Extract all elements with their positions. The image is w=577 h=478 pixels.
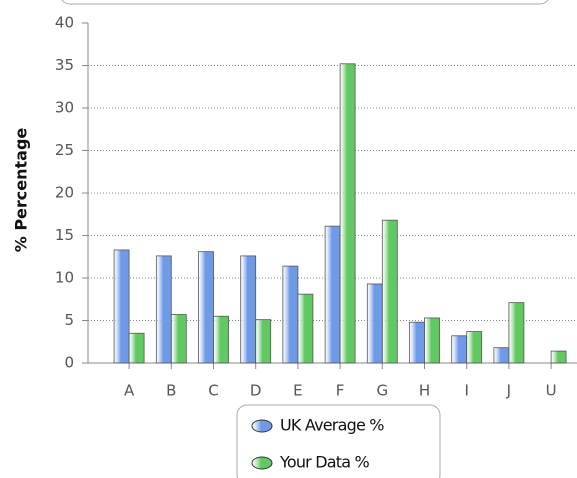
x-tick-label: U [546,382,557,400]
y-tick-label: 20 [55,184,74,202]
bar [155,255,172,364]
y-tick-label: 35 [55,56,74,74]
legend-box [236,404,441,478]
bar [451,335,468,364]
y-tick-label: 30 [55,99,74,117]
bar [255,319,272,364]
legend-label: UK Average % [280,416,384,435]
bar [381,219,398,364]
bar [508,302,525,364]
bar [366,283,383,364]
x-tick-label: E [293,382,302,400]
legend-label: Your Data % [279,453,370,472]
bar [550,350,567,364]
x-tick-label: H [419,382,430,400]
x-tick-label: B [166,382,176,400]
bar [170,314,187,364]
x-tick-label: C [208,382,218,400]
bar [297,293,314,364]
x-tick-label: A [124,382,135,400]
x-tick-label: J [506,382,511,400]
legend-swatch [251,456,273,470]
bar [198,251,214,364]
bar [213,315,229,364]
bar [282,265,299,364]
bar [409,321,425,364]
bar [324,225,341,364]
bar [128,332,145,364]
y-tick-label: 0 [64,354,74,372]
x-tick-label: I [464,382,468,400]
y-tick-label: 40 [55,14,74,32]
y-tick-label: 5 [64,311,74,329]
bar [424,317,440,364]
y-tick-label: 25 [55,141,74,159]
bar [466,331,483,364]
bar [240,255,257,364]
bar [493,347,510,364]
y-tick-label: 10 [55,269,74,287]
x-tick-label: G [376,382,388,400]
bar [339,63,356,364]
title-box [61,0,549,5]
y-tick-label: 15 [55,226,74,244]
legend-swatch [251,419,273,433]
x-tick-label: F [336,382,345,400]
bar [113,249,130,364]
x-tick-label: D [250,382,262,400]
y-axis-label: % Percentage [12,128,31,253]
